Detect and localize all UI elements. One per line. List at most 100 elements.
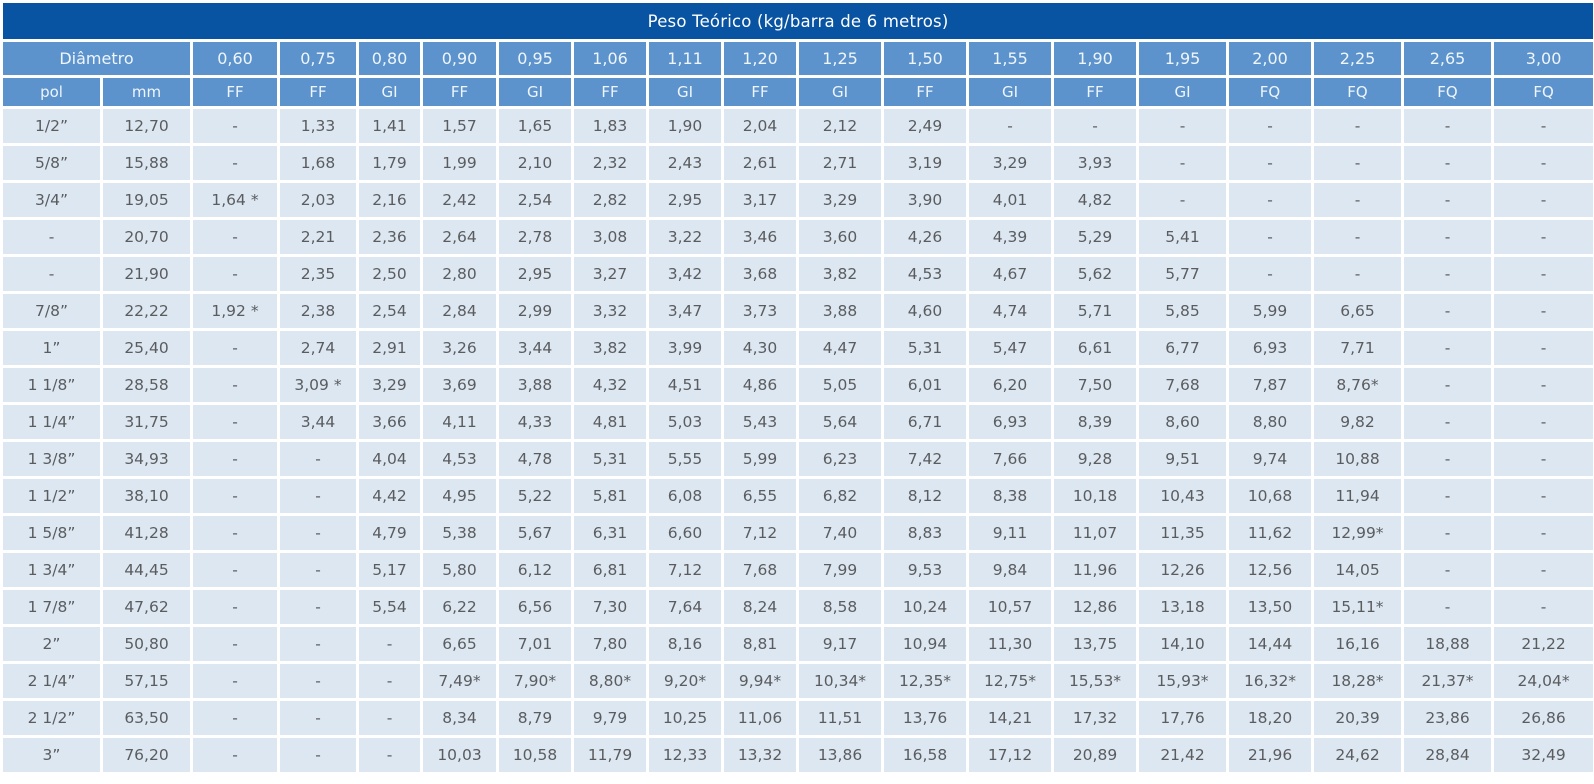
title-row: Peso Teórico (kg/barra de 6 metros) bbox=[3, 3, 1594, 39]
weight-cell: 2,04 bbox=[724, 109, 796, 143]
weight-cell: - bbox=[359, 701, 420, 735]
weight-cell: 2,16 bbox=[359, 183, 420, 217]
weight-cell: 6,55 bbox=[724, 479, 796, 513]
weight-cell: 17,76 bbox=[1139, 701, 1226, 735]
weight-cell: 6,22 bbox=[423, 590, 496, 624]
weight-cell: 9,79 bbox=[574, 701, 646, 735]
weight-cell: 3,88 bbox=[799, 294, 881, 328]
weight-cell: 8,80* bbox=[574, 664, 646, 698]
weight-cell: 4,74 bbox=[969, 294, 1051, 328]
weight-cell: 15,11* bbox=[1314, 590, 1401, 624]
weight-cell: 7,01 bbox=[499, 627, 571, 661]
weight-cell: - bbox=[1314, 109, 1401, 143]
weight-cell: 5,47 bbox=[969, 331, 1051, 365]
weight-cell: 7,90* bbox=[499, 664, 571, 698]
weight-cell: - bbox=[1229, 109, 1311, 143]
pol-cell: 2” bbox=[3, 627, 100, 661]
table-row: 1 1/4” 31,75-3,44 3,66 4,11 4,33 4,81 5,03 5,43… bbox=[3, 405, 1594, 439]
mm-cell: 28,58 bbox=[103, 368, 190, 402]
table-body: Peso Teórico (kg/barra de 6 metros) Diâm… bbox=[3, 3, 1594, 772]
weight-cell: 7,12 bbox=[649, 553, 721, 587]
weight-cell: 11,96 bbox=[1054, 553, 1136, 587]
weight-cell: 16,32* bbox=[1229, 664, 1311, 698]
weight-cell: 2,95 bbox=[649, 183, 721, 217]
table-row: -21,90-2,35 2,50 2,80 2,95 3,27 3,42 3,68 3,82 4… bbox=[3, 257, 1594, 291]
weight-cell: 11,06 bbox=[724, 701, 796, 735]
weight-cell: 14,44 bbox=[1229, 627, 1311, 661]
weight-cell: 3,26 bbox=[423, 331, 496, 365]
weight-cell: 24,62 bbox=[1314, 738, 1401, 772]
weight-cell: 3,69 bbox=[423, 368, 496, 402]
weight-cell: 2,36 bbox=[359, 220, 420, 254]
weight-cell: 7,71 bbox=[1314, 331, 1401, 365]
weight-cell: 10,58 bbox=[499, 738, 571, 772]
weight-cell: - bbox=[1404, 257, 1491, 291]
weight-cell: - bbox=[280, 442, 356, 476]
thickness-header: 1,50 bbox=[884, 42, 966, 75]
weight-cell: 4,82 bbox=[1054, 183, 1136, 217]
weight-cell: - bbox=[280, 553, 356, 587]
weight-cell: - bbox=[1404, 109, 1491, 143]
table-row: 1 5/8” 41,28- -4,79 5,38 5,67 6,31 6,60 7,12 7,4… bbox=[3, 516, 1594, 550]
pol-cell: 1 3/8” bbox=[3, 442, 100, 476]
weight-cell: 4,39 bbox=[969, 220, 1051, 254]
weight-cell: 4,51 bbox=[649, 368, 721, 402]
weight-cell: 7,12 bbox=[724, 516, 796, 550]
pol-cell: 1 5/8” bbox=[3, 516, 100, 550]
table-row: 1/2” 12,70-1,33 1,41 1,57 1,65 1,83 1,90 2,04 2,… bbox=[3, 109, 1594, 143]
weight-cell: 5,85 bbox=[1139, 294, 1226, 328]
weight-cell: 4,26 bbox=[884, 220, 966, 254]
weight-cell: 3,29 bbox=[359, 368, 420, 402]
weight-cell: 12,86 bbox=[1054, 590, 1136, 624]
diameter-header: Diâmetro bbox=[3, 42, 190, 75]
weight-cell: - bbox=[193, 146, 277, 180]
table-row: 1 3/4” 44,45- -5,17 5,80 6,12 6,81 7,12 7,68 7,9… bbox=[3, 553, 1594, 587]
weight-cell: - bbox=[1314, 257, 1401, 291]
weight-cell: - bbox=[280, 516, 356, 550]
weight-cell: 10,57 bbox=[969, 590, 1051, 624]
mm-cell: 76,20 bbox=[103, 738, 190, 772]
mm-cell: 57,15 bbox=[103, 664, 190, 698]
weight-cell: 3,29 bbox=[799, 183, 881, 217]
weight-cell: 5,77 bbox=[1139, 257, 1226, 291]
weight-cell: - bbox=[193, 331, 277, 365]
weight-cell: - bbox=[1404, 294, 1491, 328]
weight-cell: 2,82 bbox=[574, 183, 646, 217]
weight-cell: 3,22 bbox=[649, 220, 721, 254]
weight-cell: 8,80 bbox=[1229, 405, 1311, 439]
weight-cell: 4,67 bbox=[969, 257, 1051, 291]
weight-cell: - bbox=[1494, 146, 1594, 180]
pol-cell: 3/4” bbox=[3, 183, 100, 217]
pol-cell: 1 7/8” bbox=[3, 590, 100, 624]
thickness-header: 3,00 bbox=[1494, 42, 1594, 75]
weight-cell: 3,32 bbox=[574, 294, 646, 328]
table-row: 2” 50,80- - -6,65 7,01 7,80 8,16 8,81 9,17 10,94 1… bbox=[3, 627, 1594, 661]
thickness-header: 0,75 bbox=[280, 42, 356, 75]
weight-cell: - bbox=[969, 109, 1051, 143]
weight-cell: 9,94* bbox=[724, 664, 796, 698]
material-header: GI bbox=[499, 78, 571, 106]
weight-cell: - bbox=[1494, 109, 1594, 143]
weight-cell: 3,44 bbox=[499, 331, 571, 365]
weight-cell: 2,10 bbox=[499, 146, 571, 180]
mm-cell: 20,70 bbox=[103, 220, 190, 254]
weight-cell: 6,65 bbox=[1314, 294, 1401, 328]
weight-cell: 5,31 bbox=[574, 442, 646, 476]
mm-cell: 41,28 bbox=[103, 516, 190, 550]
weight-cell: 5,55 bbox=[649, 442, 721, 476]
weight-cell: 1,65 bbox=[499, 109, 571, 143]
weight-cell: 2,91 bbox=[359, 331, 420, 365]
weight-cell: - bbox=[1404, 516, 1491, 550]
weight-cell: 1,90 bbox=[649, 109, 721, 143]
weight-cell: 2,43 bbox=[649, 146, 721, 180]
weight-cell: - bbox=[1494, 331, 1594, 365]
mm-cell: 38,10 bbox=[103, 479, 190, 513]
weight-cell: 10,25 bbox=[649, 701, 721, 735]
mm-cell: 50,80 bbox=[103, 627, 190, 661]
weight-cell: 13,76 bbox=[884, 701, 966, 735]
weight-cell: 10,68 bbox=[1229, 479, 1311, 513]
weight-cell: 8,79 bbox=[499, 701, 571, 735]
weight-cell: - bbox=[193, 553, 277, 587]
weight-cell: 3,46 bbox=[724, 220, 796, 254]
table-row: 5/8” 15,88-1,68 1,79 1,99 2,10 2,32 2,43 2,61 2,… bbox=[3, 146, 1594, 180]
